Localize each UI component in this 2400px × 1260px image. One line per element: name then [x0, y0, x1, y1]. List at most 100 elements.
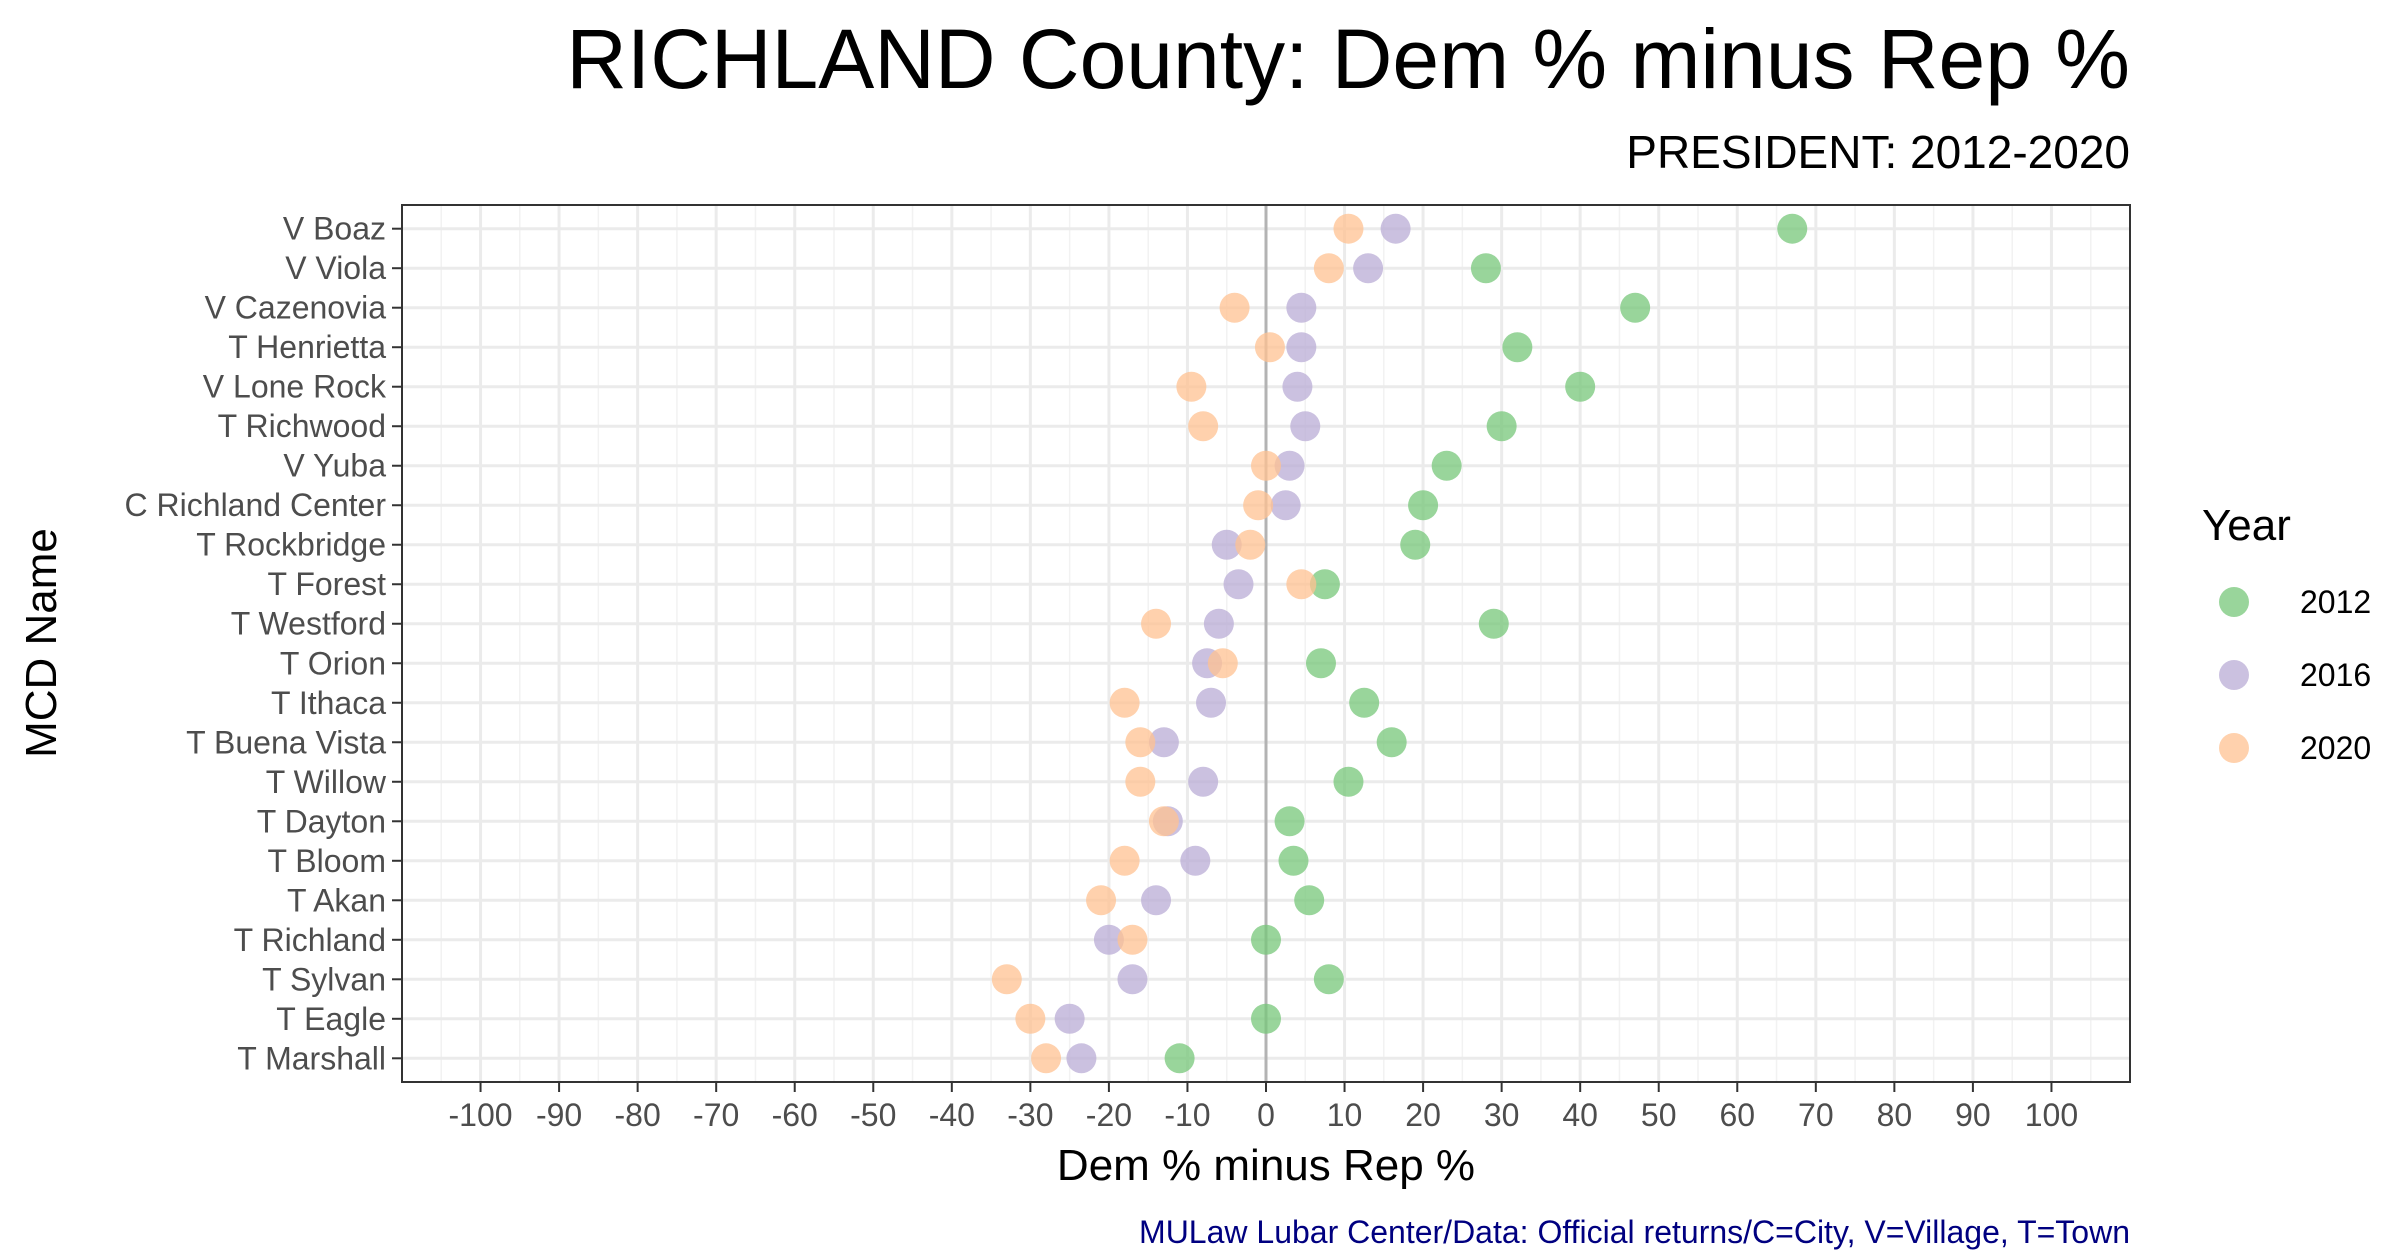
point-2012	[1251, 924, 1281, 955]
y-tick-label: V Boaz	[283, 211, 386, 247]
x-tick-label: 90	[1955, 1097, 1991, 1133]
y-tick-label: T Dayton	[257, 803, 386, 839]
x-tick-label: 100	[2025, 1097, 2078, 1133]
point-2012	[1376, 727, 1407, 758]
y-tick-label: T Forest	[267, 566, 386, 602]
point-2016	[1223, 569, 1254, 600]
point-2020	[991, 964, 1022, 995]
point-2020	[1219, 292, 1250, 323]
x-tick-label: 10	[1327, 1097, 1363, 1133]
point-2016	[1188, 766, 1219, 797]
point-2016	[1117, 964, 1148, 995]
y-tick-label: T Akan	[287, 882, 386, 918]
point-2016	[1066, 1043, 1097, 1074]
point-2016	[1290, 411, 1321, 442]
point-2020	[1333, 213, 1364, 244]
x-tick-label: -50	[850, 1097, 896, 1133]
point-2020	[1313, 253, 1344, 284]
point-2016	[1093, 924, 1124, 955]
x-axis-title: Dem % minus Rep %	[1057, 1141, 1475, 1190]
legend-title: Year	[2202, 501, 2291, 550]
point-2016	[1353, 253, 1384, 284]
point-2016	[1141, 885, 1172, 916]
point-2012	[1274, 806, 1305, 837]
y-tick-label: T Bloom	[267, 843, 386, 879]
point-2020	[1086, 885, 1117, 916]
point-2012	[1777, 213, 1808, 244]
x-tick-label: 0	[1257, 1097, 1275, 1133]
x-tick-label: 60	[1719, 1097, 1755, 1133]
point-2016	[1203, 608, 1234, 639]
legend-key-2012	[2219, 587, 2249, 617]
x-tick-label: -90	[536, 1097, 582, 1133]
point-2020	[1188, 411, 1219, 442]
y-tick-label: T Henrietta	[228, 329, 386, 365]
y-tick-label: T Buena Vista	[186, 724, 386, 760]
x-tick-label: 80	[1877, 1097, 1913, 1133]
point-2016	[1148, 727, 1179, 758]
y-tick-label: T Westford	[231, 606, 386, 642]
y-tick-label: T Richland	[234, 922, 386, 958]
y-tick-label: T Marshall	[237, 1040, 386, 1076]
y-tick-label: T Willow	[266, 764, 387, 800]
legend-key-2020	[2219, 733, 2249, 763]
legend: Year 2012 2016 2020	[2202, 501, 2371, 766]
x-tick-label: -60	[772, 1097, 818, 1133]
point-2016	[1286, 332, 1317, 363]
x-tick-label: -40	[929, 1097, 975, 1133]
y-tick-label: V Lone Rock	[203, 369, 387, 405]
y-tick-label: T Rockbridge	[196, 527, 386, 563]
x-tick-label: 50	[1641, 1097, 1677, 1133]
y-axis-title: MCD Name	[17, 528, 66, 758]
chart-caption: MULaw Lubar Center/Data: Official return…	[1139, 1214, 2130, 1250]
point-2012	[1305, 648, 1336, 679]
point-2012	[1309, 569, 1340, 600]
legend-key-2016	[2219, 660, 2249, 690]
point-2016	[1196, 687, 1227, 718]
point-2020	[1015, 1003, 1046, 1034]
point-2012	[1278, 845, 1309, 876]
point-2020	[1125, 727, 1156, 758]
data-points	[991, 213, 1808, 1074]
point-2020	[1117, 924, 1148, 955]
chart-subtitle: PRESIDENT: 2012-2020	[1626, 126, 2130, 178]
point-2020	[1243, 490, 1274, 521]
x-tick-label: -80	[615, 1097, 661, 1133]
x-tick-label: -30	[1007, 1097, 1053, 1133]
point-2016	[1274, 450, 1305, 481]
legend-label-2020: 2020	[2300, 730, 2371, 766]
point-2020	[1125, 766, 1156, 797]
x-axis: -100 -90 -80 -70 -60 -50 -40 -30 -20 -10 0 10 20 30 40…	[449, 1082, 2078, 1133]
y-tick-label: T Richwood	[218, 408, 386, 444]
point-2020	[1235, 529, 1266, 560]
point-2020	[1286, 569, 1317, 600]
y-tick-label: T Eagle	[276, 1001, 386, 1037]
point-2020	[1031, 1043, 1062, 1074]
point-2012	[1333, 766, 1364, 797]
x-tick-label: -20	[1086, 1097, 1132, 1133]
x-tick-label: 40	[1562, 1097, 1598, 1133]
point-2012	[1565, 371, 1596, 402]
point-2012	[1478, 608, 1509, 639]
point-2012	[1251, 1003, 1281, 1034]
point-2016	[1380, 213, 1411, 244]
point-2020	[1251, 450, 1281, 481]
point-2020	[1207, 648, 1238, 679]
point-2012	[1349, 687, 1380, 718]
x-tick-label: -70	[693, 1097, 739, 1133]
point-2012	[1294, 885, 1325, 916]
point-2020	[1109, 845, 1140, 876]
point-2016	[1180, 845, 1211, 876]
y-tick-label: V Yuba	[283, 448, 386, 484]
point-2016	[1282, 371, 1313, 402]
y-tick-label: T Ithaca	[271, 685, 386, 721]
point-2012	[1313, 964, 1344, 995]
x-tick-label: 20	[1405, 1097, 1441, 1133]
y-tick-label: V Cazenovia	[205, 290, 387, 326]
point-2012	[1620, 292, 1651, 323]
point-2020	[1148, 806, 1179, 837]
point-2012	[1486, 411, 1517, 442]
point-2012	[1164, 1043, 1195, 1074]
